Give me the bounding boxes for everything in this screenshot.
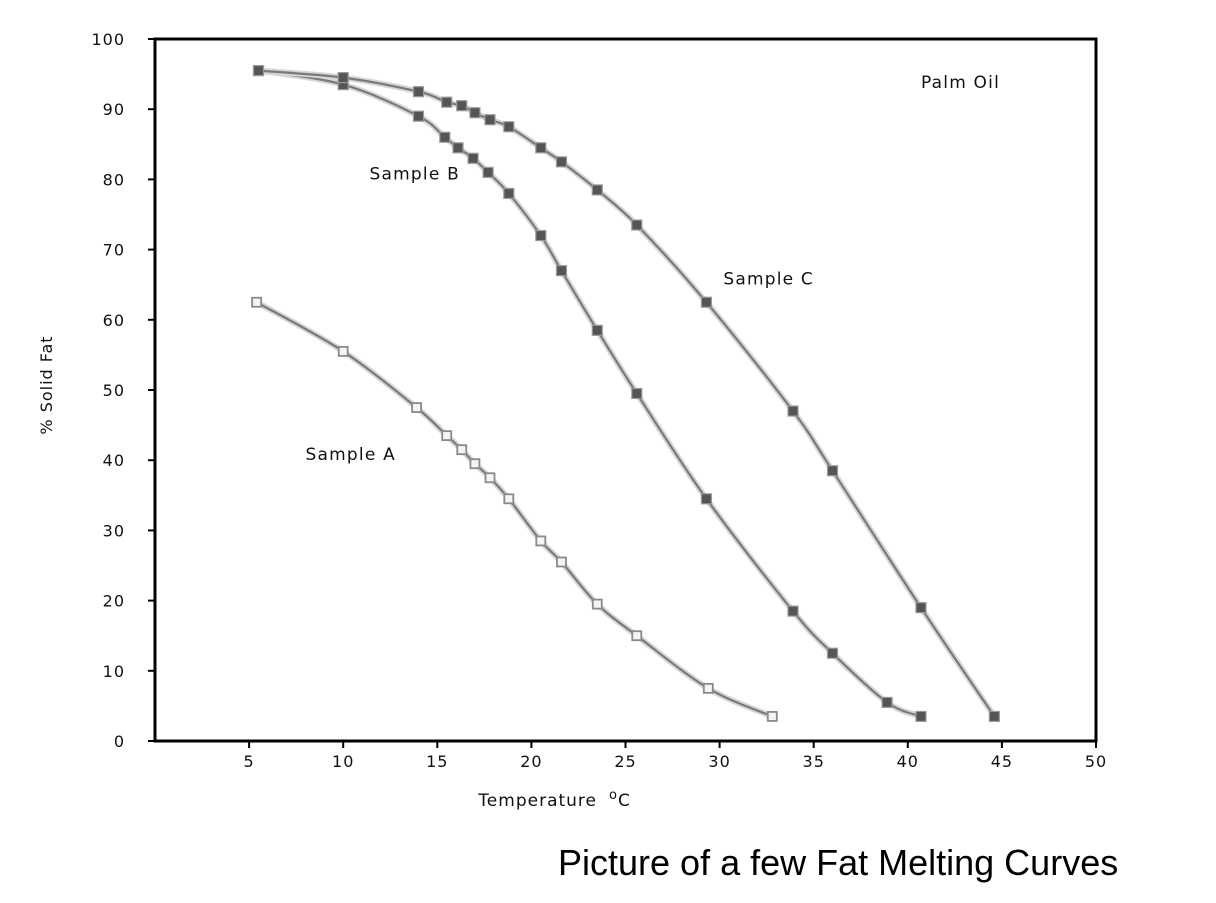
sample-c-point bbox=[252, 64, 265, 77]
y-tick-label: 0 bbox=[114, 732, 125, 751]
unit-letter: C bbox=[618, 791, 631, 811]
sample-a-point bbox=[469, 458, 481, 470]
x-tick-label: 10 bbox=[332, 752, 354, 771]
x-tick-label: 25 bbox=[614, 752, 636, 771]
y-tick-label: 50 bbox=[103, 381, 125, 400]
x-tick-label: 40 bbox=[897, 752, 919, 771]
sample-c-point bbox=[469, 107, 481, 119]
sample-b-point bbox=[452, 142, 464, 154]
x-tick-label: 45 bbox=[991, 752, 1013, 771]
annotation-sample-b: Sample B bbox=[370, 164, 460, 184]
sample-c-point bbox=[412, 86, 425, 98]
sample-a-point bbox=[591, 598, 603, 610]
sample-b-point bbox=[439, 131, 451, 143]
figure-caption: Picture of a few Fat Melting Curves bbox=[558, 842, 1119, 883]
x-tick-label: 20 bbox=[520, 752, 542, 771]
sample-a-point bbox=[337, 345, 349, 357]
sample-a-point bbox=[441, 430, 453, 442]
sample-a-point bbox=[535, 535, 547, 547]
sample-c-point bbox=[337, 72, 349, 84]
sample-b-point bbox=[700, 493, 713, 505]
sample-c-point bbox=[700, 296, 713, 308]
sample-c-point bbox=[535, 142, 547, 154]
sample-b-point bbox=[503, 187, 515, 200]
sample-c-point bbox=[988, 710, 1000, 723]
x-axis-unit: oC bbox=[609, 788, 631, 811]
sample-b-line bbox=[257, 69, 923, 718]
sample-a-point bbox=[503, 493, 515, 505]
sample-a-point bbox=[251, 296, 263, 308]
sample-c-point bbox=[555, 156, 568, 168]
sample-a-point bbox=[556, 556, 567, 568]
sample-b-point bbox=[591, 324, 603, 336]
sample-c-point bbox=[631, 219, 643, 231]
annotation-palm-oil: Palm Oil bbox=[921, 73, 1000, 93]
sample-a-point bbox=[456, 444, 468, 456]
y-axis-title: % Solid Fat bbox=[37, 335, 56, 434]
sample-a-point bbox=[766, 711, 778, 722]
sample-b-point bbox=[826, 647, 839, 659]
sample-a-series bbox=[251, 296, 778, 722]
sample-c-point bbox=[591, 184, 603, 196]
sample-c-point bbox=[456, 100, 468, 112]
sample-c-point bbox=[826, 465, 839, 477]
annotation-sample-a: Sample A bbox=[306, 445, 396, 465]
y-tick-label: 60 bbox=[103, 311, 125, 330]
sample-b-point bbox=[412, 110, 425, 122]
sample-b-point bbox=[881, 696, 893, 708]
sample-b-point bbox=[555, 265, 568, 277]
x-axis: 5 10 15 20 25 30 35 40 45 50 bbox=[244, 741, 1107, 771]
annotation-sample-c: Sample C bbox=[723, 270, 814, 290]
sample-a-point bbox=[484, 472, 496, 484]
y-axis: 0 10 20 30 40 50 60 70 80 90 100 bbox=[91, 30, 155, 751]
y-tick-label: 90 bbox=[103, 100, 125, 119]
y-tick-label: 70 bbox=[103, 241, 125, 260]
sample-b-series bbox=[252, 64, 927, 723]
x-tick-label: 50 bbox=[1085, 752, 1107, 771]
y-tick-label: 10 bbox=[103, 662, 125, 681]
sample-c-point bbox=[503, 121, 515, 133]
sample-b-point bbox=[631, 387, 643, 400]
plot-frame bbox=[153, 37, 1098, 743]
x-tick-label: 15 bbox=[426, 752, 448, 771]
sample-a-point bbox=[702, 682, 714, 694]
sample-b-point bbox=[787, 605, 799, 617]
y-tick-label: 100 bbox=[91, 30, 125, 49]
x-tick-label: 30 bbox=[708, 752, 730, 771]
x-tick-label: 5 bbox=[244, 752, 255, 771]
sample-c-series bbox=[252, 64, 1000, 723]
sample-a-point bbox=[631, 630, 643, 642]
sample-a-point bbox=[411, 402, 422, 413]
sample-c-point bbox=[915, 602, 927, 614]
sample-b-point bbox=[482, 166, 494, 178]
series-layer bbox=[251, 64, 1000, 723]
degree-mark: o bbox=[609, 788, 618, 803]
sample-b-point bbox=[467, 152, 479, 164]
y-tick-label: 40 bbox=[103, 451, 125, 470]
x-tick-label: 35 bbox=[803, 752, 825, 771]
sample-b-point bbox=[535, 229, 547, 242]
annotation-layer: Palm Oil Sample B Sample C Sample A bbox=[306, 73, 1000, 465]
sample-c-point bbox=[441, 96, 453, 108]
sample-b-point bbox=[915, 710, 927, 723]
sample-c-point bbox=[484, 114, 496, 126]
sample-c-point bbox=[787, 405, 799, 417]
y-tick-label: 20 bbox=[103, 592, 125, 611]
y-tick-label: 80 bbox=[103, 170, 125, 189]
y-tick-label: 30 bbox=[103, 521, 125, 540]
x-axis-title: Temperature bbox=[477, 791, 597, 811]
